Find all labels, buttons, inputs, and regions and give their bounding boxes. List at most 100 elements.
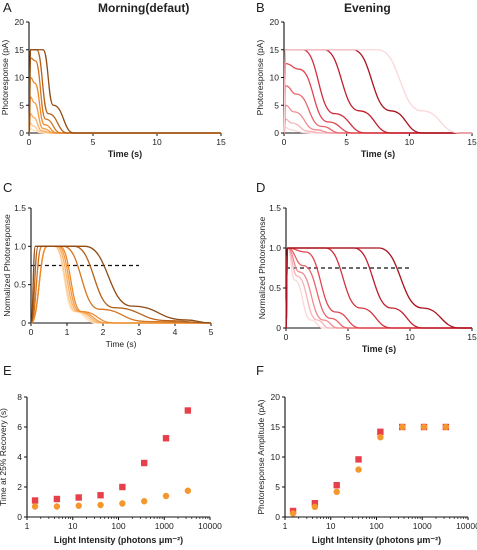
x-axis-label: Light Intensity (photons μm⁻²)	[54, 535, 183, 545]
y-tick-label: 0	[276, 323, 281, 333]
y-tick-label: 6	[17, 422, 22, 432]
data-point-square	[140, 459, 148, 467]
x-tick-label: 15	[467, 332, 477, 342]
series-line-5	[285, 247, 472, 329]
y-tick-label: 15	[271, 422, 281, 432]
data-point-square	[31, 497, 39, 504]
y-tick-label: 20	[271, 392, 281, 402]
data-point-square	[333, 482, 340, 489]
data-point-circle	[398, 423, 406, 431]
x-tick-label: 10	[405, 137, 415, 147]
x-tick-label: 1	[283, 521, 288, 531]
y-tick-label: 8	[17, 392, 22, 402]
series-line-1	[30, 245, 211, 324]
y-tick-label: 10	[271, 452, 281, 462]
panel-letter-d: D	[256, 180, 265, 195]
panel-letter-f: F	[256, 363, 264, 378]
chart-a-morning-photoresponse: 0 5 10 15 0 5 10 15 20 Time (s) Photoresponse (pA)	[0, 17, 226, 159]
x-tick-label: 10000	[456, 521, 477, 531]
data-point-circle	[442, 423, 450, 431]
x-tick-label: 100	[111, 521, 125, 531]
x-tick-label: 15	[467, 137, 477, 147]
y-tick-label: 10	[270, 73, 280, 83]
data-point-square	[355, 456, 362, 463]
x-tick-label: 10	[326, 521, 336, 531]
y-tick-label: 0	[275, 512, 280, 522]
y-tick-label: 1.5	[269, 203, 281, 213]
data-point-circle	[97, 501, 104, 509]
panel-letter-c: C	[3, 180, 12, 195]
series-line-2	[30, 245, 211, 324]
series-line-4	[28, 96, 221, 134]
x-tick-label: 5	[91, 137, 96, 147]
data-point-square	[97, 492, 104, 499]
x-tick-label: 10000	[198, 521, 222, 531]
data-point-circle	[420, 423, 428, 431]
series-line-8	[285, 247, 472, 329]
y-tick-label: 1.0	[14, 241, 26, 251]
x-axis-label: Time (s)	[362, 344, 396, 354]
y-axis-label: Photoresponse (pA)	[255, 40, 265, 116]
y-tick-label: 15	[15, 45, 25, 55]
x-tick-label: 100	[369, 521, 383, 531]
chart-d-evening-normalized: 0 5 10 15 0 0.5 1.0 1.5 Time (s) Normalized Photo…	[257, 203, 477, 354]
data-point-square	[184, 407, 192, 414]
panel-title-morning: Morning(defaut)	[98, 1, 189, 15]
y-axis-label: Photoresponse (pA)	[0, 40, 10, 116]
x-tick-label: 1	[65, 327, 70, 337]
y-tick-label: 5	[275, 482, 280, 492]
x-tick-label: 5	[346, 332, 351, 342]
y-tick-label: 0	[274, 128, 279, 138]
series-line-4	[30, 245, 211, 324]
y-tick-label: 5	[274, 100, 279, 110]
x-tick-label: 1	[25, 521, 30, 531]
data-point-circle	[289, 510, 297, 517]
y-axis-label: Photoresponse Amplitude (pA)	[256, 399, 266, 514]
x-tick-label: 0	[29, 327, 34, 337]
x-tick-label: 15	[216, 137, 226, 147]
y-tick-label: 2	[17, 482, 22, 492]
x-tick-label: 1000	[413, 521, 432, 531]
x-tick-label: 4	[173, 327, 178, 337]
y-axis-label: Normalized Photoresponse	[2, 214, 12, 317]
y-tick-label: 15	[270, 45, 280, 55]
panel-letter-a: A	[3, 0, 12, 15]
data-point-square	[162, 435, 170, 442]
data-point-circle	[119, 500, 126, 507]
y-tick-label: 20	[270, 17, 280, 27]
series-line-7	[28, 49, 221, 134]
y-tick-label: 4	[17, 452, 22, 462]
x-tick-label: 5	[209, 327, 214, 337]
x-tick-label: 2	[101, 327, 106, 337]
y-tick-label: 1.0	[269, 243, 281, 253]
x-tick-label: 5	[344, 137, 349, 147]
data-point-circle	[140, 498, 148, 505]
series-line-9	[283, 49, 472, 134]
panel-letter-b: B	[256, 0, 265, 15]
x-tick-label: 0	[284, 332, 289, 342]
y-axis-label: Time at 25% Recovery (s)	[0, 408, 8, 506]
x-axis-label: Time (s)	[108, 149, 142, 159]
x-tick-label: 0	[282, 137, 287, 147]
data-point-square	[53, 495, 61, 503]
x-axis-label: Time (s)	[106, 339, 137, 349]
x-tick-label: 10	[405, 332, 415, 342]
series-line-8	[28, 49, 221, 134]
series-line-5	[30, 245, 211, 324]
data-point-square	[311, 500, 319, 507]
y-tick-label: 0.5	[14, 280, 26, 290]
y-tick-label: 5	[19, 100, 24, 110]
y-tick-label: 10	[15, 73, 25, 83]
data-point-circle	[75, 502, 82, 509]
x-tick-label: 1000	[155, 521, 174, 531]
chart-b-evening-photoresponse: 0 5 10 15 0 5 10 15 20 Time (s) Photoresponse (pA)	[255, 17, 477, 159]
data-point-square	[377, 428, 384, 435]
data-point-circle	[53, 503, 61, 510]
y-tick-label: 0	[19, 128, 24, 138]
x-tick-label: 3	[137, 327, 142, 337]
x-tick-label: 0	[27, 137, 32, 147]
panel-title-evening: Evening	[344, 1, 391, 15]
series-line-6	[28, 57, 221, 134]
series-line-7	[30, 245, 212, 324]
